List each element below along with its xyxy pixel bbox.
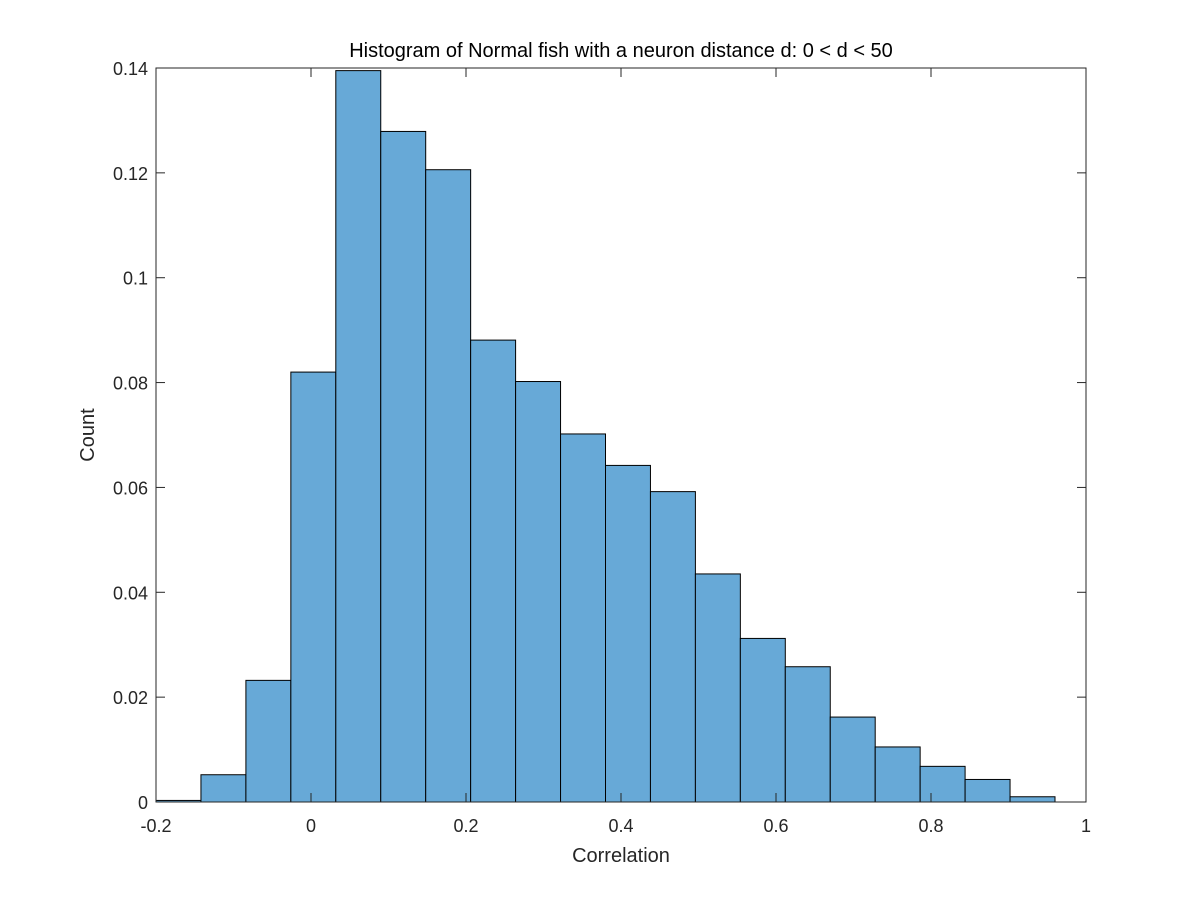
histogram-bar-10 xyxy=(605,464,651,803)
histogram-bar-14 xyxy=(784,666,831,803)
histogram-bar-12 xyxy=(694,573,741,803)
x-tick-label-2: 0.2 xyxy=(453,816,478,836)
histogram-bar-3 xyxy=(290,371,337,803)
histogram-bar-16 xyxy=(874,746,921,803)
y-tick-label-2: 0.04 xyxy=(113,583,148,603)
y-tick-label-3: 0.06 xyxy=(113,478,148,498)
x-tick-label-4: 0.6 xyxy=(763,816,788,836)
histogram-bars xyxy=(155,70,1056,803)
y-tick-label-6: 0.12 xyxy=(113,164,148,184)
y-axis-ticks: 0 0.02 0.04 0.06 0.08 0.1 0.12 0.14 xyxy=(113,59,1086,813)
histogram-bar-9 xyxy=(560,433,606,803)
histogram-bar-6 xyxy=(425,169,472,803)
x-tick-label-6: 1 xyxy=(1081,816,1091,836)
x-axis-label: Correlation xyxy=(572,845,670,867)
y-tick-label-4: 0.08 xyxy=(113,374,148,394)
histogram-bar-4 xyxy=(335,70,382,803)
y-tick-label-5: 0.1 xyxy=(123,269,148,289)
x-axis-ticks: -0.2 0 0.2 0.4 0.6 0.8 1 xyxy=(140,68,1091,836)
histogram-bar-11 xyxy=(649,491,696,803)
histogram-bar-15 xyxy=(829,716,876,803)
y-tick-label-0: 0 xyxy=(138,793,148,813)
y-tick-label-7: 0.14 xyxy=(113,59,148,79)
histogram-bar-2 xyxy=(245,679,292,803)
x-tick-label-3: 0.4 xyxy=(608,816,633,836)
histogram-bar-13 xyxy=(739,637,786,803)
histogram-bar-18 xyxy=(964,778,1011,803)
histogram-bar-5 xyxy=(380,130,427,803)
histogram-bar-17 xyxy=(919,765,966,803)
x-tick-label-1: 0 xyxy=(306,816,316,836)
histogram-bar-1 xyxy=(200,774,247,803)
y-axis-label: Count xyxy=(77,408,99,462)
chart-title: Histogram of Normal fish with a neuron d… xyxy=(349,40,893,62)
histogram-bar-7 xyxy=(470,339,517,803)
x-tick-label-0: -0.2 xyxy=(140,816,171,836)
histogram-bar-19 xyxy=(1009,796,1056,803)
x-tick-label-5: 0.8 xyxy=(918,816,943,836)
histogram-bar-8 xyxy=(515,381,562,803)
y-tick-label-1: 0.02 xyxy=(113,688,148,708)
